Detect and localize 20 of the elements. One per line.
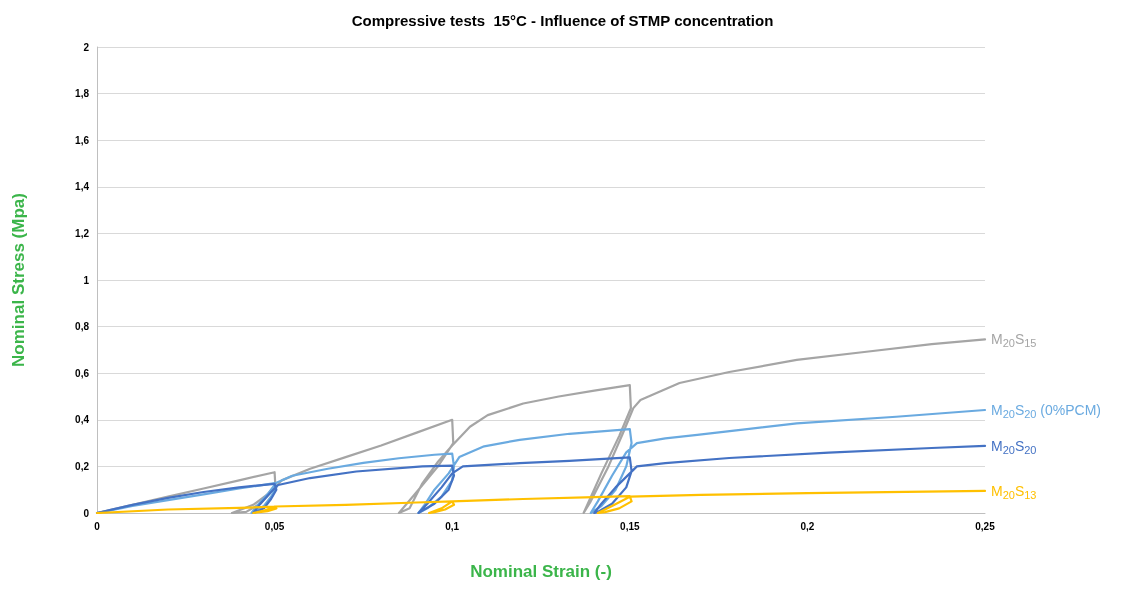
- x-tick-label: 0: [94, 520, 101, 532]
- y-axis-title: Nominal Stress (Mpa): [9, 193, 28, 367]
- y-tick-label: 1,8: [75, 88, 90, 100]
- y-tick-label: 1: [83, 274, 90, 286]
- y-tick-label: 0: [83, 507, 90, 519]
- x-tick-label: 0,1: [445, 520, 460, 532]
- x-tick-label: 0,25: [975, 520, 996, 532]
- y-tick-label: 1,4: [75, 181, 90, 193]
- x-tick-label: 0,05: [264, 520, 285, 532]
- y-tick-label: 1,6: [75, 134, 90, 146]
- x-axis-title: Nominal Strain (-): [470, 562, 612, 581]
- y-tick-label: 0,2: [75, 460, 90, 472]
- y-tick-label: 1,2: [75, 227, 90, 239]
- y-tick-label: 2: [83, 41, 90, 53]
- y-tick-label: 0,4: [75, 414, 90, 426]
- y-tick-label: 0,6: [75, 367, 90, 379]
- chart-title: Compressive tests 15°C - Influence of STMP concentration: [351, 12, 774, 29]
- x-tick-label: 0,2: [800, 520, 815, 532]
- x-tick-label: 0,15: [620, 520, 640, 532]
- y-tick-label: 0,8: [75, 321, 90, 333]
